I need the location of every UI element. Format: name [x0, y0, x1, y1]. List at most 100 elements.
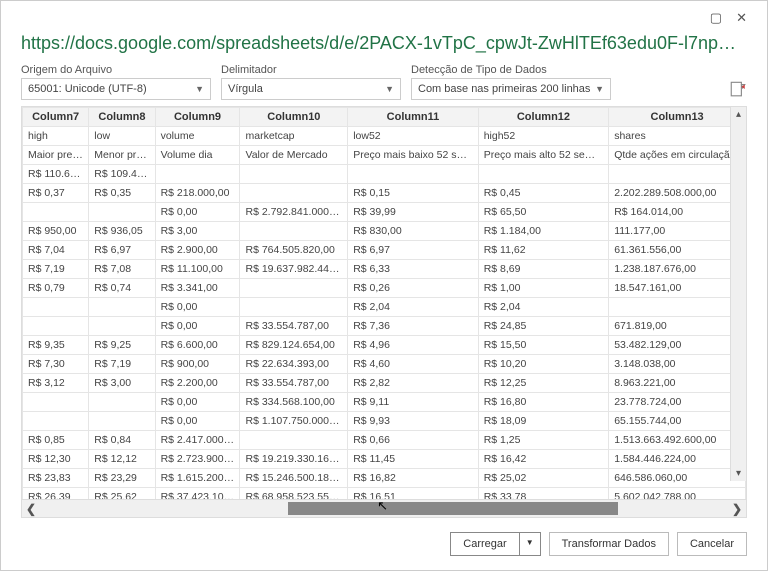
table-cell: R$ 11,45: [348, 450, 479, 469]
preview-table-container: Column7Column8Column9Column10Column11Col…: [21, 106, 747, 518]
column-header[interactable]: Column9: [155, 108, 240, 127]
table-row[interactable]: R$ 0,37R$ 0,35R$ 218.000,00R$ 0,15R$ 0,4…: [23, 184, 746, 203]
table-cell: [155, 165, 240, 184]
delimiter-value: Vírgula: [228, 83, 263, 95]
origin-dropdown[interactable]: 65001: Unicode (UTF-8) ▼: [21, 78, 211, 100]
column-header[interactable]: Column13: [609, 108, 746, 127]
table-cell: R$ 25,62: [89, 488, 155, 500]
table-cell: R$ 15.246.500.188,00: [240, 469, 348, 488]
refresh-icon[interactable]: [729, 80, 747, 98]
table-cell: low: [89, 127, 155, 146]
table-row[interactable]: R$ 3,12R$ 3,00R$ 2.200,00R$ 33.554.787,0…: [23, 374, 746, 393]
table-cell: R$ 16,42: [478, 450, 609, 469]
table-cell: R$ 33,78: [478, 488, 609, 500]
table-cell: R$ 2.723.900,00: [155, 450, 240, 469]
table-row[interactable]: highlowvolumemarketcaplow52high52shares: [23, 127, 746, 146]
table-cell: R$ 0,15: [348, 184, 479, 203]
hscroll-track[interactable]: ↖: [40, 500, 728, 517]
table-cell: 18.547.161,00: [609, 279, 746, 298]
table-row[interactable]: R$ 0,00R$ 1.107.750.000,00R$ 9,93R$ 18,0…: [23, 412, 746, 431]
table-cell: Qtde ações em circulação: [609, 146, 746, 165]
delimiter-dropdown[interactable]: Vírgula ▼: [221, 78, 401, 100]
table-row[interactable]: R$ 7,04R$ 6,97R$ 2.900,00R$ 764.505.820,…: [23, 241, 746, 260]
column-header[interactable]: Column10: [240, 108, 348, 127]
table-row[interactable]: R$ 0,00R$ 2.792.841.000,00R$ 39,99R$ 65,…: [23, 203, 746, 222]
table-cell: [23, 412, 89, 431]
dialog-footer: Carregar ▼ Transformar Dados Cancelar: [21, 532, 747, 556]
load-button[interactable]: Carregar: [450, 532, 519, 556]
table-cell: [89, 203, 155, 222]
table-cell: low52: [348, 127, 479, 146]
table-row[interactable]: R$ 26,39R$ 25,62R$ 37.423.100,00R$ 68.95…: [23, 488, 746, 500]
table-cell: R$ 7,36: [348, 317, 479, 336]
table-row[interactable]: R$ 950,00R$ 936,05R$ 3,00R$ 830,00R$ 1.1…: [23, 222, 746, 241]
horizontal-scrollbar[interactable]: ❮ ↖ ❯: [22, 499, 746, 517]
table-row[interactable]: R$ 0,00R$ 334.568.100,00R$ 9,11R$ 16,802…: [23, 393, 746, 412]
table-cell: R$ 0,85: [23, 431, 89, 450]
table-cell: R$ 9,11: [348, 393, 479, 412]
table-row[interactable]: R$ 9,35R$ 9,25R$ 6.600,00R$ 829.124.654,…: [23, 336, 746, 355]
table-cell: R$ 11.100,00: [155, 260, 240, 279]
table-cell: R$ 22.634.393,00: [240, 355, 348, 374]
detect-group: Detecção de Tipo de Dados Com base nas p…: [411, 64, 611, 100]
table-cell: 2.202.289.508.000,00: [609, 184, 746, 203]
table-cell: R$ 0,45: [478, 184, 609, 203]
table-row[interactable]: R$ 0,85R$ 0,84R$ 2.417.000,00R$ 0,66R$ 1…: [23, 431, 746, 450]
table-cell: R$ 334.568.100,00: [240, 393, 348, 412]
cancel-button[interactable]: Cancelar: [677, 532, 747, 556]
chevron-down-icon: ▼: [195, 84, 204, 94]
table-cell: R$ 26,39: [23, 488, 89, 500]
scroll-down-icon[interactable]: ▾: [734, 466, 743, 481]
scroll-left-icon[interactable]: ❮: [22, 502, 40, 516]
table-row[interactable]: R$ 110.662,73R$ 109.402,99: [23, 165, 746, 184]
column-header[interactable]: Column11: [348, 108, 479, 127]
table-row[interactable]: R$ 7,19R$ 7,08R$ 11.100,00R$ 19.637.982.…: [23, 260, 746, 279]
table-cell: [23, 203, 89, 222]
vertical-scrollbar[interactable]: ▴ ▾: [730, 107, 746, 481]
table-cell: R$ 1,25: [478, 431, 609, 450]
column-header[interactable]: Column7: [23, 108, 89, 127]
titlebar: ▢ ✕: [21, 9, 747, 27]
table-row[interactable]: R$ 23,83R$ 23,29R$ 1.615.200,00R$ 15.246…: [23, 469, 746, 488]
table-cell: R$ 218.000,00: [155, 184, 240, 203]
table-cell: R$ 16,51: [348, 488, 479, 500]
table-row[interactable]: R$ 12,30R$ 12,12R$ 2.723.900,00R$ 19.219…: [23, 450, 746, 469]
table-cell: R$ 8,69: [478, 260, 609, 279]
table-cell: R$ 2.200,00: [155, 374, 240, 393]
table-cell: R$ 2.792.841.000,00: [240, 203, 348, 222]
table-cell: R$ 830,00: [348, 222, 479, 241]
table-cell: R$ 12,30: [23, 450, 89, 469]
table-row[interactable]: Maior preçoMenor preçoVolume diaValor de…: [23, 146, 746, 165]
delimiter-label: Delimitador: [221, 64, 401, 76]
load-dropdown-toggle[interactable]: ▼: [520, 532, 541, 556]
column-header[interactable]: Column12: [478, 108, 609, 127]
table-cell: R$ 0,37: [23, 184, 89, 203]
table-cell: R$ 9,35: [23, 336, 89, 355]
table-row[interactable]: R$ 7,30R$ 7,19R$ 900,00R$ 22.634.393,00R…: [23, 355, 746, 374]
detect-dropdown[interactable]: Com base nas primeiras 200 linhas ▼: [411, 78, 611, 100]
table-cell: 61.361.556,00: [609, 241, 746, 260]
table-cell: [89, 393, 155, 412]
column-header[interactable]: Column8: [89, 108, 155, 127]
hscroll-thumb[interactable]: [288, 502, 618, 515]
table-cell: R$ 12,12: [89, 450, 155, 469]
scroll-right-icon[interactable]: ❯: [728, 502, 746, 516]
close-icon[interactable]: ✕: [736, 10, 747, 26]
table-row[interactable]: R$ 0,79R$ 0,74R$ 3.341,00R$ 0,26R$ 1,001…: [23, 279, 746, 298]
table-cell: R$ 0,00: [155, 317, 240, 336]
table-cell: R$ 6,33: [348, 260, 479, 279]
table-cell: [23, 393, 89, 412]
transform-button[interactable]: Transformar Dados: [549, 532, 669, 556]
table-cell: R$ 12,25: [478, 374, 609, 393]
table-cell: R$ 0,00: [155, 203, 240, 222]
table-cell: R$ 16,82: [348, 469, 479, 488]
table-cell: R$ 4,96: [348, 336, 479, 355]
table-cell: 53.482.129,00: [609, 336, 746, 355]
scroll-up-icon[interactable]: ▴: [734, 107, 743, 122]
minimize-icon[interactable]: ▢: [710, 10, 722, 26]
table-row[interactable]: R$ 0,00R$ 2,04R$ 2,04: [23, 298, 746, 317]
table-cell: [609, 165, 746, 184]
table-cell: R$ 1.184,00: [478, 222, 609, 241]
table-cell: R$ 0,00: [155, 393, 240, 412]
table-row[interactable]: R$ 0,00R$ 33.554.787,00R$ 7,36R$ 24,8567…: [23, 317, 746, 336]
